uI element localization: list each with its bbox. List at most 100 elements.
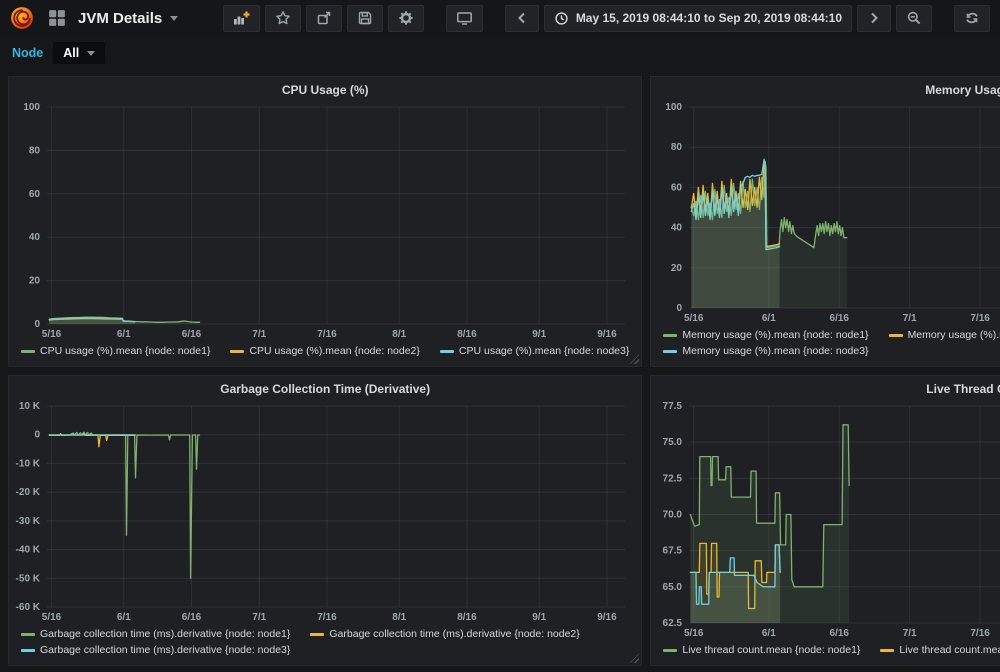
svg-text:0: 0 bbox=[34, 319, 40, 330]
svg-text:-40 K: -40 K bbox=[16, 545, 41, 556]
legend-series-marker bbox=[21, 649, 35, 652]
legend-series-marker bbox=[440, 350, 454, 353]
svg-text:62.5: 62.5 bbox=[663, 618, 683, 629]
refresh-button[interactable] bbox=[954, 5, 990, 32]
panel-legend: Live thread count.mean {node: node1} Live… bbox=[651, 641, 1000, 665]
svg-text:60: 60 bbox=[671, 182, 683, 193]
panel-live-thread-count: Live Thread Count 5/166/16/167/17/168/18… bbox=[650, 375, 1000, 666]
svg-text:80: 80 bbox=[671, 142, 683, 153]
legend-item[interactable]: Memory usage (%).mean {node: node2} bbox=[889, 327, 1000, 343]
svg-text:100: 100 bbox=[666, 102, 683, 113]
chart-plot[interactable]: 5/166/16/167/17/168/18/169/19/1677.575.0… bbox=[651, 398, 1000, 641]
share-button[interactable] bbox=[306, 5, 342, 32]
legend-item[interactable]: CPU usage (%).mean {node: node2} bbox=[230, 343, 419, 359]
settings-button[interactable] bbox=[388, 5, 424, 32]
legend-series-label: Memory usage (%).mean {node: node1} bbox=[682, 327, 868, 343]
chart-plot[interactable]: 5/166/16/167/17/168/18/169/19/1610080604… bbox=[9, 99, 641, 342]
svg-text:6/1: 6/1 bbox=[762, 628, 776, 639]
legend-series-label: Memory usage (%).mean {node: node3} bbox=[682, 343, 868, 359]
add-panel-button[interactable] bbox=[223, 5, 260, 32]
svg-text:7/1: 7/1 bbox=[252, 329, 266, 340]
cpu-usage-chart[interactable]: 5/166/16/167/17/168/18/169/19/1610080604… bbox=[9, 99, 641, 342]
dashboard-submenu: Node All bbox=[0, 36, 1000, 70]
time-back-button[interactable] bbox=[505, 5, 539, 32]
legend-item[interactable]: Garbage collection time (ms).derivative … bbox=[310, 626, 579, 642]
legend-series-label: CPU usage (%).mean {node: node3} bbox=[459, 343, 629, 359]
svg-text:10 K: 10 K bbox=[19, 401, 41, 412]
panel-legend: Memory usage (%).mean {node: node1}Memor… bbox=[651, 326, 1000, 366]
panel-cpu-usage: CPU Usage (%) 5/166/16/167/17/168/18/169… bbox=[8, 76, 642, 367]
svg-text:0: 0 bbox=[677, 303, 683, 314]
memory-usage-chart[interactable]: 5/166/16/167/17/168/18/169/19/1610080604… bbox=[651, 99, 1000, 326]
legend-series-marker bbox=[230, 350, 244, 353]
svg-text:8/1: 8/1 bbox=[392, 612, 406, 623]
dashboards-grid-icon[interactable] bbox=[46, 7, 68, 29]
grafana-logo-icon[interactable] bbox=[10, 6, 34, 30]
time-range-picker[interactable]: May 15, 2019 08:44:10 to Sep 20, 2019 08… bbox=[544, 5, 852, 32]
legend-item[interactable]: Garbage collection time (ms).derivative … bbox=[21, 626, 290, 642]
panel-gc-time: Garbage Collection Time (Derivative) 5/1… bbox=[8, 375, 642, 666]
live-thread-count-chart[interactable]: 5/166/16/167/17/168/18/169/19/1677.575.0… bbox=[651, 398, 1000, 641]
svg-text:67.5: 67.5 bbox=[663, 546, 683, 557]
gc-time-chart[interactable]: 5/166/16/167/17/168/18/169/19/1610 K0-10… bbox=[9, 398, 641, 625]
panel-title[interactable]: CPU Usage (%) bbox=[9, 77, 641, 99]
svg-text:-50 K: -50 K bbox=[16, 573, 41, 584]
legend-item[interactable]: CPU usage (%).mean {node: node1} bbox=[21, 343, 210, 359]
svg-text:20: 20 bbox=[29, 276, 41, 287]
star-button[interactable] bbox=[265, 5, 301, 32]
svg-text:7/16: 7/16 bbox=[317, 612, 337, 623]
legend-item[interactable]: Garbage collection time (ms).derivative … bbox=[21, 642, 290, 658]
svg-text:6/16: 6/16 bbox=[182, 329, 202, 340]
zoom-out-button[interactable] bbox=[896, 5, 932, 32]
svg-text:-10 K: -10 K bbox=[16, 458, 41, 469]
legend-series-label: Live thread count.mean {node: node1} bbox=[682, 642, 860, 658]
svg-text:6/16: 6/16 bbox=[830, 313, 850, 324]
svg-text:40: 40 bbox=[29, 232, 41, 243]
save-button[interactable] bbox=[347, 5, 383, 32]
svg-text:6/1: 6/1 bbox=[117, 329, 131, 340]
legend-series-label: CPU usage (%).mean {node: node1} bbox=[40, 343, 210, 359]
svg-text:0: 0 bbox=[34, 430, 40, 441]
legend-series-marker bbox=[663, 350, 677, 353]
legend-series-marker bbox=[21, 350, 35, 353]
svg-text:-60 K: -60 K bbox=[16, 602, 41, 613]
svg-text:-30 K: -30 K bbox=[16, 516, 41, 527]
legend-item[interactable]: Memory usage (%).mean {node: node1} bbox=[663, 327, 868, 343]
legend-item[interactable]: Live thread count.mean {node: node1} bbox=[663, 642, 860, 658]
svg-text:7/1: 7/1 bbox=[903, 313, 917, 324]
panel-memory-usage: Memory Usage (%) 5/166/16/167/17/168/18/… bbox=[650, 76, 1000, 367]
legend-series-marker bbox=[21, 633, 35, 636]
variable-dropdown[interactable]: All bbox=[53, 42, 105, 64]
time-range-label: May 15, 2019 08:44:10 to Sep 20, 2019 08… bbox=[576, 11, 842, 25]
dashboard-grid: CPU Usage (%) 5/16 6/1 6/16 7/1 7/16 8/1 8/16 9… bbox=[0, 70, 1000, 672]
panel-legend: Garbage collection time (ms).derivative … bbox=[9, 625, 641, 665]
svg-text:8/16: 8/16 bbox=[457, 329, 477, 340]
svg-text:75.0: 75.0 bbox=[663, 437, 683, 448]
panel-title[interactable]: Memory Usage (%) bbox=[651, 77, 1000, 99]
svg-text:5/16: 5/16 bbox=[42, 612, 62, 623]
panel-title[interactable]: Garbage Collection Time (Derivative) bbox=[9, 376, 641, 398]
legend-series-label: Memory usage (%).mean {node: node2} bbox=[908, 327, 1000, 343]
dashboard-title-dropdown[interactable]: JVM Details bbox=[78, 10, 178, 27]
legend-series-label: Garbage collection time (ms).derivative … bbox=[40, 642, 290, 658]
svg-text:6/16: 6/16 bbox=[182, 612, 202, 623]
svg-text:77.5: 77.5 bbox=[663, 401, 683, 412]
cycle-view-button[interactable] bbox=[446, 5, 483, 32]
chevron-down-icon bbox=[87, 51, 95, 56]
legend-item[interactable]: Live thread count.mean {node: node2} bbox=[880, 642, 1000, 658]
svg-text:40: 40 bbox=[671, 223, 683, 234]
legend-series-label: CPU usage (%).mean {node: node2} bbox=[249, 343, 419, 359]
svg-text:9/16: 9/16 bbox=[597, 329, 617, 340]
time-forward-button[interactable] bbox=[857, 5, 891, 32]
navbar: JVM Details bbox=[0, 0, 1000, 36]
svg-text:8/1: 8/1 bbox=[392, 329, 406, 340]
clock-icon bbox=[554, 11, 569, 26]
svg-text:20: 20 bbox=[671, 263, 683, 274]
legend-item[interactable]: CPU usage (%).mean {node: node3} bbox=[440, 343, 629, 359]
legend-item[interactable]: Memory usage (%).mean {node: node3} bbox=[663, 343, 868, 359]
chart-plot[interactable]: 5/166/16/167/17/168/18/169/19/1610 K0-10… bbox=[9, 398, 641, 625]
chart-plot[interactable]: 5/166/16/167/17/168/18/169/19/1610080604… bbox=[651, 99, 1000, 326]
legend-series-marker bbox=[663, 649, 677, 652]
panel-title[interactable]: Live Thread Count bbox=[651, 376, 1000, 398]
svg-text:5/16: 5/16 bbox=[684, 313, 704, 324]
